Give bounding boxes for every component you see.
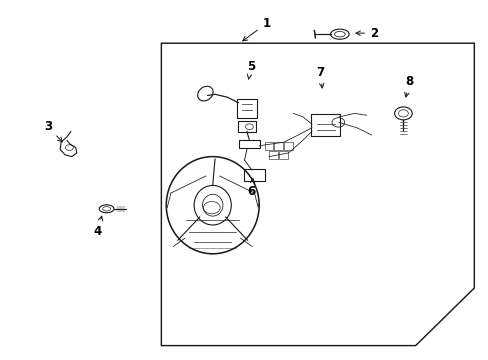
Text: 4: 4: [94, 216, 102, 238]
Text: 6: 6: [247, 179, 255, 198]
Text: 2: 2: [355, 27, 377, 40]
Text: 5: 5: [246, 60, 254, 79]
Text: 3: 3: [44, 120, 62, 142]
Text: 1: 1: [242, 17, 270, 41]
Text: 7: 7: [316, 66, 324, 88]
Text: 8: 8: [404, 75, 413, 97]
